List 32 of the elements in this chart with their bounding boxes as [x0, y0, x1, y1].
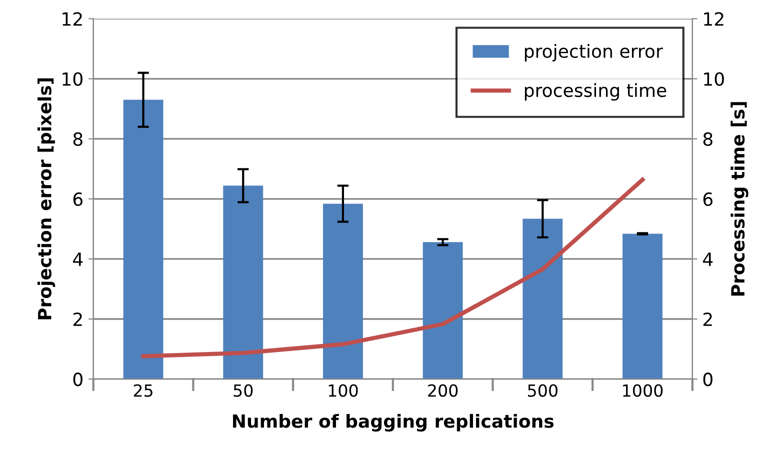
legend-label: projection error: [524, 44, 663, 62]
y-tick-label: 10: [62, 72, 82, 86]
x-axis-title: Number of bagging replications: [233, 414, 554, 432]
y-tick-label: 6: [73, 192, 82, 206]
y2-axis-title: Processing time [s]: [730, 102, 748, 296]
y-tick-label: 12: [62, 12, 82, 26]
y-tick-label: 2: [73, 312, 82, 326]
x-tick-label: 500: [528, 384, 558, 397]
y2-tick-label: 12: [704, 12, 724, 26]
legend-label: processing time: [524, 83, 666, 101]
y2-tick-label: 8: [703, 132, 712, 146]
x-tick-label: 50: [234, 384, 253, 397]
bar: [223, 186, 264, 380]
bar: [323, 204, 363, 380]
y-tick-label: 0: [73, 372, 82, 386]
bar: [522, 218, 563, 380]
line-series: [141, 178, 645, 358]
y-axis-title: Projection error [pixels]: [37, 78, 56, 320]
x-tick-label: 200: [428, 384, 458, 397]
y2-tick-label: 2: [703, 312, 712, 326]
y2-tick-label: 6: [703, 192, 712, 206]
x-tick-label: 1000: [623, 384, 663, 397]
y2-tick-label: 10: [704, 72, 724, 86]
x-tick-label: 25: [134, 384, 152, 397]
x-tick-label: 100: [328, 384, 358, 397]
y-tick-label: 8: [73, 132, 82, 146]
y-tick-label: 4: [73, 252, 83, 266]
y2-tick-label: 4: [703, 252, 713, 266]
bar: [422, 242, 463, 380]
y2-tick-label: 0: [703, 372, 712, 386]
bar: [622, 234, 662, 380]
bar: [123, 100, 164, 380]
